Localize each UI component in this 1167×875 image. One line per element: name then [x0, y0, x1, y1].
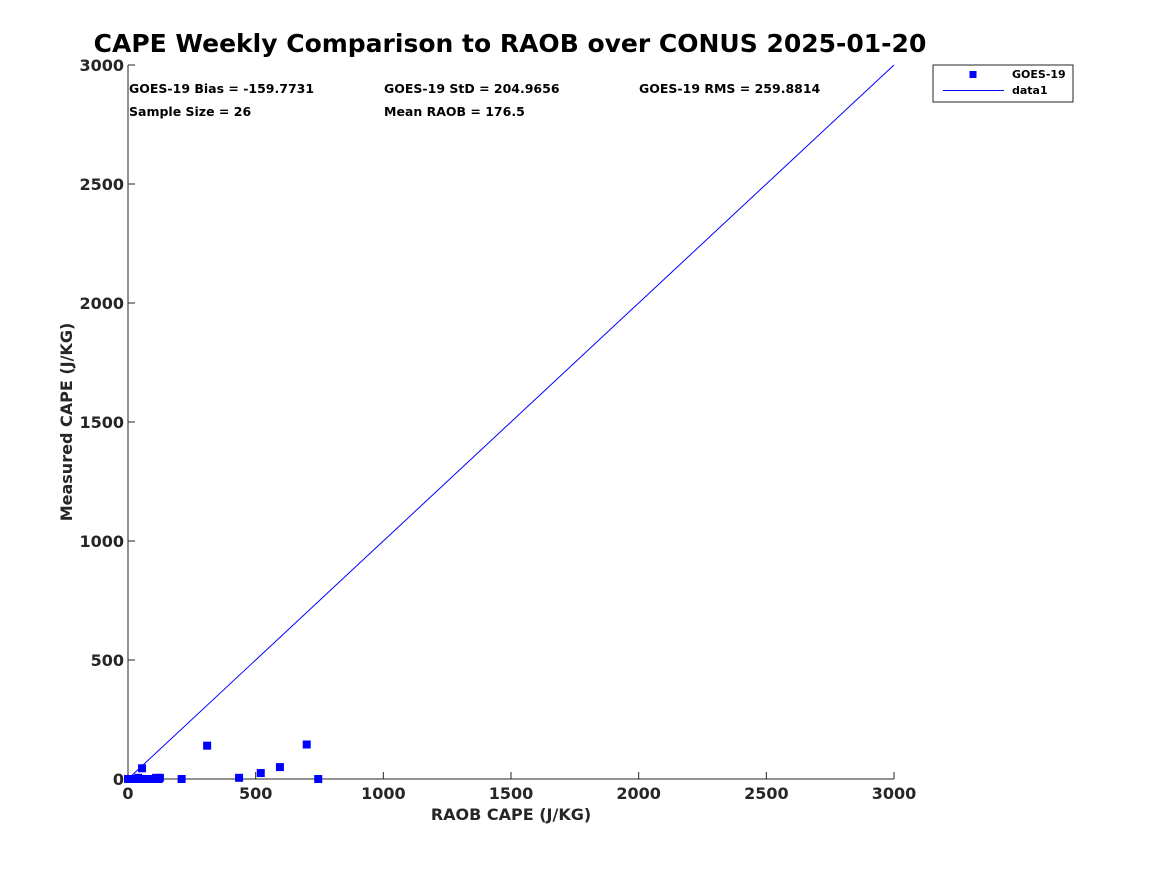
y-ticks: 0 500 1000 1500 2000 2500 3000 — [79, 56, 135, 789]
y-tick-label: 2500 — [79, 175, 124, 194]
scatter-point — [130, 775, 139, 783]
y-tick-label: 3000 — [79, 56, 124, 75]
x-tick-label: 3000 — [872, 784, 917, 803]
scatter-point — [314, 775, 323, 783]
legend-label-data1: data1 — [1012, 84, 1048, 97]
y-axis-label: Measured CAPE (J/KG) — [57, 323, 76, 522]
std-annotation: GOES-19 StD = 204.9656 — [384, 81, 560, 96]
x-tick-label: 2500 — [744, 784, 789, 803]
mean-raob-annotation: Mean RAOB = 176.5 — [384, 104, 525, 119]
legend-box — [932, 64, 1074, 103]
x-tick-label: 1000 — [361, 784, 406, 803]
x-ticks: 0 500 1000 1500 2000 2500 3000 — [122, 772, 916, 803]
sample-size-annotation: Sample Size = 26 — [129, 104, 251, 119]
scatter-point — [302, 740, 311, 749]
y-tick-label: 1500 — [79, 413, 124, 432]
plot-content — [124, 64, 895, 783]
bias-annotation: GOES-19 Bias = -159.7731 — [129, 81, 314, 96]
x-tick-label: 1500 — [489, 784, 534, 803]
x-tick-label: 0 — [122, 784, 133, 803]
y-tick-label: 1000 — [79, 532, 124, 551]
x-tick-label: 500 — [239, 784, 272, 803]
series-line-data1 — [127, 64, 895, 780]
scatter-point — [235, 773, 244, 782]
x-tick-label: 2000 — [616, 784, 661, 803]
scatter-point — [135, 775, 144, 783]
scatter-point — [275, 763, 284, 772]
legend: GOES-19 data1 — [932, 64, 1074, 103]
scatter-point — [256, 769, 265, 778]
scatter-point — [177, 775, 186, 783]
scatter-point — [138, 764, 147, 773]
x-axis-label: RAOB CAPE (J/KG) — [431, 805, 591, 824]
chart-title: CAPE Weekly Comparison to RAOB over CONU… — [94, 29, 927, 58]
y-tick-label: 2000 — [79, 294, 124, 313]
legend-marker-goes19 — [969, 71, 977, 78]
legend-label-goes19: GOES-19 — [1012, 68, 1066, 81]
statistics-annotations: GOES-19 Bias = -159.7731 GOES-19 StD = 2… — [129, 81, 821, 119]
y-tick-label: 500 — [91, 651, 124, 670]
scatter-point — [155, 773, 164, 782]
rms-annotation: GOES-19 RMS = 259.8814 — [639, 81, 821, 96]
y-tick-label: 0 — [113, 770, 124, 789]
scatter-point — [203, 741, 212, 750]
